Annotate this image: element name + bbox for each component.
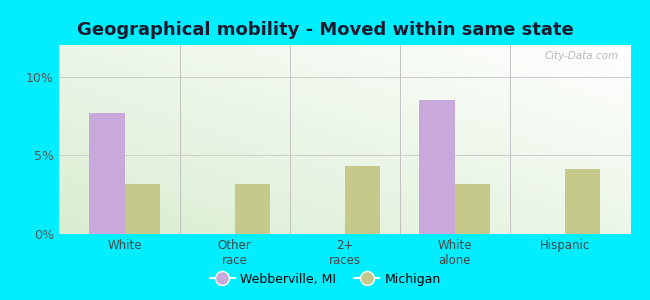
Bar bbox=[454, 184, 489, 234]
Bar bbox=[235, 184, 270, 234]
Bar bbox=[564, 169, 600, 234]
Bar bbox=[419, 100, 454, 234]
Text: City-Data.com: City-Data.com bbox=[545, 51, 619, 61]
Text: Geographical mobility - Moved within same state: Geographical mobility - Moved within sam… bbox=[77, 21, 573, 39]
Legend: Webberville, MI, Michigan: Webberville, MI, Michigan bbox=[205, 268, 445, 291]
Bar bbox=[125, 184, 160, 234]
Bar bbox=[89, 113, 125, 234]
Bar bbox=[344, 166, 380, 234]
